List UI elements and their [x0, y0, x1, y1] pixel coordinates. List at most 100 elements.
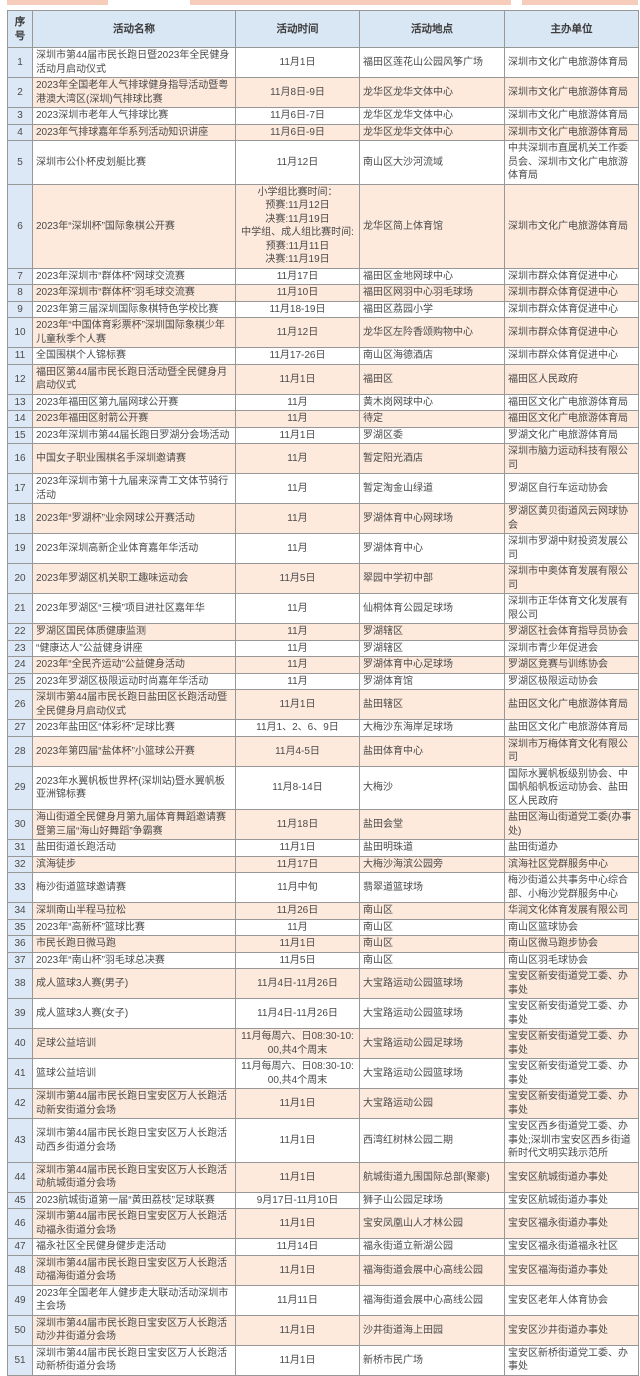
cell-activity-time: 11月5日	[235, 563, 360, 595]
table-row: 43 深圳市第44届市民长跑日宝安区万人长跑活动西乡街道分会场 11月1日 西湾…	[7, 1118, 639, 1163]
cell-activity-time: 11月1日	[235, 1314, 360, 1346]
cell-activity-name: 2023年全国老年人气排球健身指导活动暨粤港澳大湾区(深圳)气排球比赛	[32, 77, 236, 109]
table-row: 41 篮球公益培训 11月每周六、日08:30-10:00,共4个周末 大宝路运…	[7, 1058, 639, 1090]
cell-activity-place: 福田区	[359, 363, 505, 395]
cell-index: 9	[7, 300, 33, 319]
cell-index: 8	[7, 284, 33, 302]
cell-activity-name: 深圳市第44届市民长跑日宝安区万人长跑活动新安街道分会场	[32, 1088, 236, 1120]
cell-activity-name: 2023年深圳高新企业体育嘉年华活动	[32, 533, 236, 565]
cell-index: 50	[7, 1314, 33, 1346]
cell-activity-place: 大梅沙东海岸足球场	[359, 719, 505, 737]
header-activity-time: 活动时间	[235, 9, 360, 49]
table-row: 46 深圳市第44届市民长跑日宝安区万人长跑活动福永街道分会场 11月1日 宝安…	[7, 1208, 639, 1240]
table-row: 14 2023年福田区射箭公开赛 11月 待定 福田区文化广电旅游体育局	[7, 410, 639, 428]
cell-activity-time: 11月8日-9日	[235, 77, 360, 109]
table-row: 29 2023年水翼帆板世界杯(深圳站)暨水翼帆板亚洲锦标赛 11月8-14日 …	[7, 765, 639, 811]
cell-activity-place: 罗湖体育馆	[359, 672, 505, 691]
cell-index: 12	[7, 363, 33, 395]
cell-activity-place: 龙华区左阾香颂购物中心	[359, 317, 505, 349]
cell-activity-time: 11月1、2、6、9日	[235, 719, 360, 737]
cell-activity-name: 全国围棋个人锦标赛	[32, 347, 236, 365]
cell-activity-time: 11月1日	[235, 1208, 360, 1240]
cell-activity-time: 11月14日	[235, 1238, 360, 1256]
cell-activity-place: 福田区莲花山公园风筝广场	[359, 47, 505, 79]
cell-organizer: 深圳市群众体育促进中心	[504, 300, 639, 319]
cell-activity-time: 11月中旬	[235, 872, 360, 904]
cell-index: 31	[7, 839, 33, 857]
cell-activity-time: 11月1日	[235, 1161, 360, 1193]
cell-index: 37	[7, 951, 33, 970]
cell-index: 5	[7, 140, 33, 185]
cell-index: 33	[7, 872, 33, 904]
table-row: 39 成人篮球3人赛(女子) 11月4日-11月26日 大宝路运动公园篮球场 宝…	[7, 998, 639, 1030]
cell-activity-name: 深圳市第44届市民长跑日宝安区万人长跑活动西乡街道分会场	[32, 1118, 236, 1163]
table-row: 33 梅沙街道篮球邀请赛 11月中旬 翡翠道篮球场 梅沙街道公共事务中心综合部、…	[7, 872, 639, 904]
table-row: 38 成人篮球3人赛(男子) 11月4日-11月26日 大宝路运动公园篮球场 宝…	[7, 968, 639, 1000]
cell-activity-time: 11月5日	[235, 951, 360, 970]
cell-activity-time: 11月17日	[235, 267, 360, 286]
cell-index: 24	[7, 656, 33, 674]
cell-organizer: 深圳市文化广电旅游体育局	[504, 183, 639, 269]
cell-activity-name: 市民长跑日微马跑	[32, 935, 236, 953]
cell-index: 29	[7, 765, 33, 811]
cell-activity-time: 11月1日	[235, 689, 360, 721]
table-row: 30 海山街道全民健身月第九届体育舞蹈邀请赛暨第三届“海山好舞蹈”争霸赛 11月…	[7, 809, 639, 841]
cell-organizer: 宝安区新安街道党工委、办事处	[504, 1088, 639, 1120]
cell-organizer: 深圳市群众体育促进中心	[504, 317, 639, 349]
cell-activity-place: 仙桐体育公园足球场	[359, 593, 505, 625]
cell-activity-time: 11月17-26日	[235, 347, 360, 365]
cell-organizer: 盐田区文化广电旅游体育局	[504, 719, 639, 737]
cell-organizer: 宝安区福永街道福永社区	[504, 1238, 639, 1256]
table-row: 13 2023年福田区第九届网球公开赛 11月 黄木岗网球中心 福田区文化广电旅…	[7, 393, 639, 412]
cell-activity-name: 2023年“中国体育彩票杯”深圳国际象棋少年儿童秋季个人赛	[32, 317, 236, 349]
table-row: 31 盐田街道长跑活动 11月1日 盐田明珠道 盐田街道办	[7, 839, 639, 857]
cell-index: 42	[7, 1088, 33, 1120]
cell-activity-place: 暂定阳光酒店	[359, 443, 505, 475]
activities-table: 序号 活动名称 活动时间 活动地点 主办单位 1 深圳市第44届市民长跑日暨20…	[7, 9, 639, 1376]
cell-index: 2	[7, 77, 33, 109]
cell-activity-place: 大宝路运动公园篮球场	[359, 1058, 505, 1090]
cell-activity-time: 9月17日-11月10日	[235, 1191, 360, 1210]
cell-activity-time: 11月10日	[235, 284, 360, 302]
cell-index: 18	[7, 503, 33, 535]
cell-index: 36	[7, 935, 33, 953]
cell-activity-name: 2023年罗湖区机关职工趣味运动会	[32, 563, 236, 595]
cell-activity-place: 西湾红树林公园二期	[359, 1118, 505, 1163]
cell-index: 39	[7, 998, 33, 1030]
cell-activity-name: 2023年全国老年人健步走大联动活动深圳市主会场	[32, 1284, 236, 1316]
cell-activity-name: 深圳南山半程马拉松	[32, 902, 236, 920]
cell-activity-time: 11月18日	[235, 809, 360, 841]
cell-activity-place: 龙华区龙华文体中心	[359, 123, 505, 142]
cell-activity-time: 11月	[235, 533, 360, 565]
cell-activity-place: 福田区网羽中心羽毛球场	[359, 284, 505, 302]
cell-index: 16	[7, 443, 33, 475]
cell-activity-name: 罗湖区国民体质健康监测	[32, 623, 236, 641]
cell-organizer: 宝安区新桥街道党工委、办事处	[504, 1344, 639, 1376]
cell-activity-name: 福永社区全民健身健步走活动	[32, 1238, 236, 1256]
cell-organizer: 宝安区航城街道办事处	[504, 1191, 639, 1210]
table-row: 22 罗湖区国民体质健康监测 11月 罗湖辖区 罗湖区社会体育指导员协会	[7, 623, 639, 641]
cell-organizer: 南山区篮球协会	[504, 918, 639, 937]
cell-organizer: 盐田区海山街道党工委(办事处)	[504, 809, 639, 841]
cell-activity-time: 11月	[235, 639, 360, 658]
cell-activity-name: 2023年“高新杯”篮球比赛	[32, 918, 236, 937]
cell-index: 25	[7, 672, 33, 691]
cell-organizer: 宝安区西乡街道党工委、办事处;深圳市宝安区西乡街道新时代文明实践示范所	[504, 1118, 639, 1163]
table-row: 3 2023深圳市老年人气排球比赛 11月6日-7日 龙华区龙华文体中心 深圳市…	[7, 107, 639, 125]
cell-activity-time: 11月1日	[235, 1344, 360, 1376]
cell-organizer: 宝安区老年人体育协会	[504, 1284, 639, 1316]
cell-activity-time: 11月	[235, 393, 360, 412]
cell-organizer: 深圳市罗湖中财投资发展公司	[504, 533, 639, 565]
cell-index: 3	[7, 107, 33, 125]
cell-activity-place: 福田区金地网球中心	[359, 267, 505, 286]
table-row: 24 2023年“全民齐运动”公益健身活动 11月 罗湖体育中心足球场 罗湖区竞…	[7, 656, 639, 674]
cell-activity-name: 中国女子职业围棋名手深圳邀请赛	[32, 443, 236, 475]
cell-index: 4	[7, 123, 33, 142]
cell-organizer: 盐田街道办	[504, 839, 639, 857]
cell-index: 43	[7, 1118, 33, 1163]
cell-activity-time: 11月4日-11月26日	[235, 998, 360, 1030]
banner-fragment-middle	[190, 0, 511, 5]
cell-activity-place: 福海街道会展中心高线公园	[359, 1284, 505, 1316]
table-row: 49 2023年全国老年人健步走大联动活动深圳市主会场 11月11日 福海街道会…	[7, 1284, 639, 1316]
cell-organizer: 福田区文化广电旅游体育局	[504, 410, 639, 428]
